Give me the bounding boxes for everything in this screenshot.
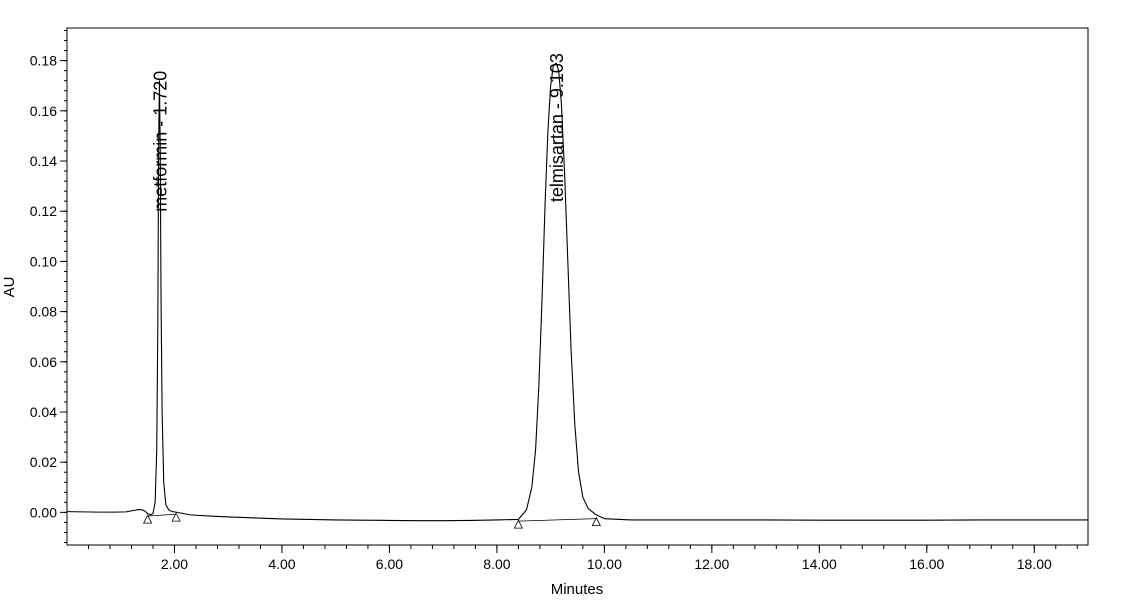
peak-integration-marker: [171, 512, 181, 522]
peak-integration-marker: [142, 514, 153, 524]
x-tick-label: 8.00: [483, 556, 510, 572]
y-tick-label: 0.12: [30, 203, 57, 219]
plot-frame: [66, 27, 1089, 546]
y-tick-label: 0.02: [30, 454, 57, 470]
y-tick-label: 0.10: [30, 253, 57, 269]
y-axis-title: AU: [1, 277, 18, 298]
y-tick-label: 0.04: [30, 404, 57, 420]
x-axis: 2.00 4.00 6.00 8.00 10.00 12.00 14.00 16.00 18.0…: [87, 545, 1078, 572]
y-tick-label: 0.16: [30, 103, 57, 119]
y-tick-label: 0.06: [30, 354, 57, 370]
peak-integration-marker: [513, 519, 524, 529]
signal-trace: [66, 62, 1088, 522]
x-axis-title: Minutes: [551, 581, 604, 598]
plot-area: metformin - 1.720 telmisartan - 9.103: [66, 53, 1088, 529]
peak-baseline: [518, 518, 597, 522]
x-tick-label: 10.00: [587, 556, 622, 572]
x-tick-label: 12.00: [694, 556, 729, 572]
x-tick-label: 18.00: [1017, 556, 1052, 572]
y-tick-label: 0.18: [30, 53, 57, 69]
y-tick-label: 0.14: [30, 153, 57, 169]
x-tick-label: 16.00: [909, 556, 944, 572]
x-tick-label: 4.00: [268, 556, 295, 572]
x-tick-label: 6.00: [376, 556, 403, 572]
peak-label: metformin - 1.720: [150, 71, 170, 212]
y-tick-label: 0.00: [30, 504, 57, 520]
y-tick-label: 0.08: [30, 304, 57, 320]
peak-baseline: [147, 513, 177, 517]
y-axis: 0.00 0.02 0.04 0.06 0.08 0.10 0.12 0.14 0.16 0.18: [30, 30, 67, 543]
x-tick-label: 14.00: [802, 556, 837, 572]
x-tick-label: 2.00: [161, 556, 188, 572]
peak-integration-marker: [591, 516, 601, 527]
peak-label: telmisartan - 9.103: [547, 53, 567, 202]
